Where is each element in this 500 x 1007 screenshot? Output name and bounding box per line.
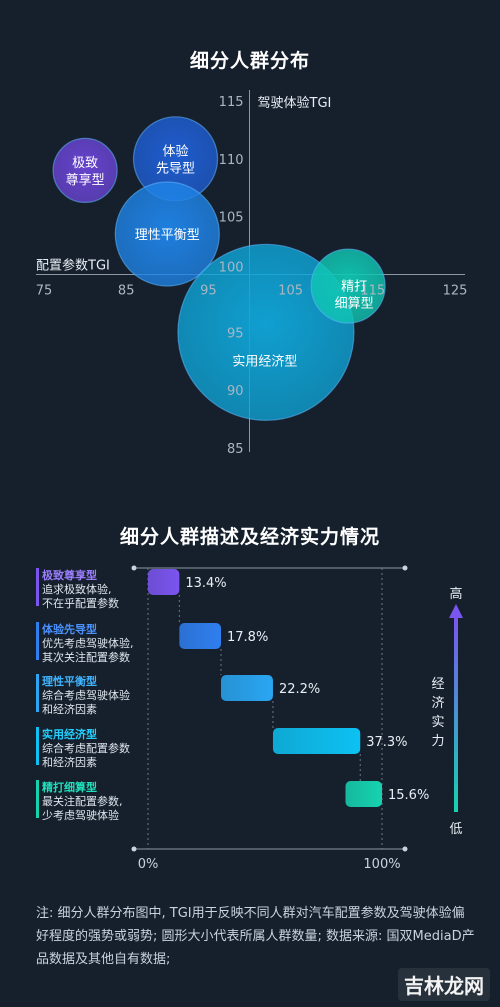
x-tick-label: 100% bbox=[363, 857, 400, 872]
bubble-2 bbox=[114, 181, 220, 287]
row-desc: 综合考虑配置参数 bbox=[42, 741, 130, 755]
bar-2 bbox=[221, 675, 273, 701]
bubble-label: 实用经济型 bbox=[232, 354, 297, 369]
row-marker bbox=[36, 622, 39, 660]
x-tick-label: 125 bbox=[443, 284, 468, 299]
side-axis-bar bbox=[454, 616, 458, 812]
row-desc: 优先考虑驾驶体验, bbox=[42, 636, 134, 650]
bubble-label: 尊享型 bbox=[66, 172, 105, 188]
bar-value-label: 22.2% bbox=[279, 682, 320, 697]
axis-end-dot bbox=[402, 565, 408, 571]
y-tick-label: 85 bbox=[227, 442, 244, 457]
bubble-chart-title: 细分人群分布 bbox=[189, 50, 310, 72]
bubble-label: 理性平衡型 bbox=[135, 228, 200, 243]
side-axis-label: 力 bbox=[431, 734, 444, 749]
x-tick-label: 95 bbox=[200, 284, 217, 299]
row-name: 实用经济型 bbox=[42, 727, 97, 741]
bar-4 bbox=[345, 781, 382, 807]
row-marker bbox=[36, 674, 39, 712]
row-desc: 综合考虑驾驶体验 bbox=[42, 688, 130, 702]
bubble-label: 精打 bbox=[341, 280, 367, 295]
y-tick-label: 105 bbox=[219, 211, 244, 226]
row-marker bbox=[36, 727, 39, 765]
axis-end-dot bbox=[402, 846, 408, 852]
y-tick-label: 115 bbox=[219, 95, 244, 110]
row-desc: 少考虑驾驶体验 bbox=[42, 808, 119, 822]
x-tick-label: 0% bbox=[138, 857, 159, 872]
row-marker bbox=[36, 568, 39, 606]
y-tick-label: 100 bbox=[219, 261, 244, 276]
x-axis-title: 配置参数TGI bbox=[36, 258, 110, 274]
row-desc: 和经济因素 bbox=[42, 755, 97, 769]
y-tick-label: 95 bbox=[227, 326, 244, 341]
row-name: 精打细算型 bbox=[42, 780, 97, 794]
bubble-4 bbox=[310, 248, 386, 324]
bar-value-label: 17.8% bbox=[227, 630, 268, 645]
bar-value-label: 13.4% bbox=[185, 576, 226, 591]
row-desc: 追求极致体验, bbox=[42, 582, 112, 596]
axis-end-dot bbox=[131, 846, 137, 852]
watermark-logo: 吉林龙网 bbox=[398, 968, 490, 1001]
x-tick-label: 75 bbox=[36, 284, 53, 299]
side-axis-label: 实 bbox=[431, 715, 444, 730]
bar-0 bbox=[148, 569, 180, 595]
row-marker bbox=[36, 780, 39, 818]
side-axis-label: 经 bbox=[431, 677, 444, 692]
row-desc: 和经济因素 bbox=[42, 702, 97, 716]
row-name: 极致尊享型 bbox=[42, 568, 97, 582]
bubble-label: 细算型 bbox=[335, 297, 374, 312]
bar-3 bbox=[272, 728, 361, 754]
bar-chart-title: 细分人群描述及经济实力情况 bbox=[119, 526, 380, 548]
x-tick-label: 105 bbox=[278, 284, 303, 299]
bubble-label: 先导型 bbox=[156, 161, 195, 176]
footnote: 注: 细分人群分布图中, TGI用于反映不同人群对汽车配置参数及驾驶体验偏好程度… bbox=[36, 906, 475, 967]
bar-value-label: 15.6% bbox=[388, 788, 429, 803]
axis-end-dot bbox=[131, 565, 137, 571]
row-desc: 不在乎配置参数 bbox=[42, 596, 119, 610]
row-name: 体验先导型 bbox=[42, 622, 97, 636]
side-axis-arrow bbox=[449, 604, 463, 618]
row-desc: 其次关注配置参数 bbox=[42, 650, 130, 664]
y-axis-title: 驾驶体验TGI bbox=[258, 95, 332, 111]
y-tick-label: 110 bbox=[219, 153, 244, 168]
bubble-3 bbox=[177, 243, 355, 421]
side-axis-label: 济 bbox=[431, 696, 444, 711]
bubble-0 bbox=[52, 137, 118, 204]
bubble-chart: 75 85 95 105 115 125115110105100959085驾驶体验TGI… bbox=[36, 90, 468, 457]
x-tick-label: 115 bbox=[360, 284, 385, 299]
row-desc: 最关注配置参数, bbox=[42, 794, 123, 808]
bar-value-label: 37.3% bbox=[366, 735, 407, 750]
side-axis-bottom: 低 bbox=[449, 822, 462, 837]
bubble-label: 体验 bbox=[163, 143, 189, 159]
bar-1 bbox=[179, 623, 222, 649]
y-tick-label: 90 bbox=[227, 384, 244, 399]
bubble-label: 极致 bbox=[72, 156, 98, 171]
x-tick-label: 85 bbox=[118, 284, 135, 299]
side-axis-top: 高 bbox=[449, 586, 462, 602]
row-name: 理性平衡型 bbox=[42, 674, 97, 688]
